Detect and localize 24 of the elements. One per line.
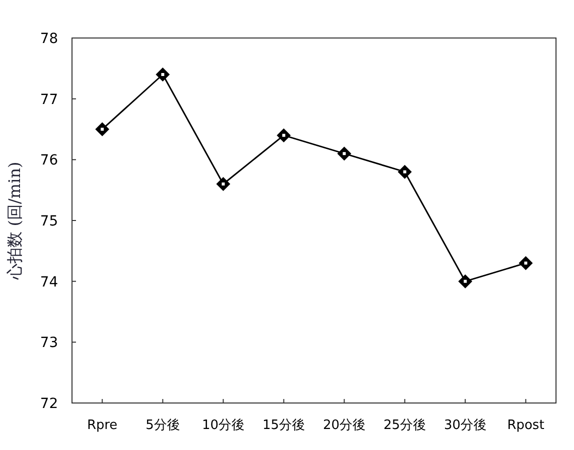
point (276, 128, 291, 142)
x-tick-label: Rpre (87, 418, 118, 433)
x-tick-label: 15分後 (262, 418, 306, 433)
y-tick-label: 74 (40, 274, 58, 290)
point (337, 146, 352, 161)
point (518, 256, 533, 270)
y-axis-title: 心拍数 (回/min) (5, 162, 24, 280)
x-tick-label: 5分後 (146, 418, 180, 433)
x-tick-label: 30分後 (444, 418, 487, 433)
x-tick-label: 25分後 (383, 418, 426, 433)
point (156, 68, 170, 82)
point (458, 274, 472, 288)
point (95, 122, 110, 136)
point (216, 177, 230, 191)
y-tick-label: 72 (40, 396, 58, 412)
x-tick-label: 20分後 (322, 418, 366, 433)
x-tick-label: Rpost (507, 418, 544, 433)
point (398, 164, 412, 179)
y-tick-label: 78 (40, 31, 58, 47)
y-tick-label: 73 (40, 335, 58, 352)
y-tick-label: 75 (40, 214, 58, 230)
y-tick-label: 77 (40, 92, 58, 108)
y-tick-label: 76 (40, 152, 58, 169)
x-tick-label: 10分後 (202, 418, 245, 433)
